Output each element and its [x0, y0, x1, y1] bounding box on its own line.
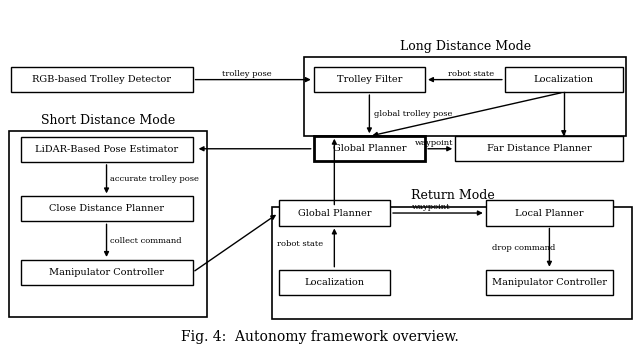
FancyBboxPatch shape — [20, 260, 193, 285]
FancyBboxPatch shape — [486, 200, 613, 226]
Text: Global Planner: Global Planner — [298, 208, 371, 218]
FancyBboxPatch shape — [314, 67, 425, 92]
FancyBboxPatch shape — [11, 67, 193, 92]
Text: Manipulator Controller: Manipulator Controller — [492, 278, 607, 287]
FancyBboxPatch shape — [304, 57, 626, 136]
Text: Far Distance Planner: Far Distance Planner — [486, 144, 591, 153]
FancyBboxPatch shape — [272, 207, 632, 319]
FancyBboxPatch shape — [9, 131, 207, 318]
Text: Close Distance Planner: Close Distance Planner — [49, 204, 164, 213]
Text: waypoint: waypoint — [415, 139, 453, 147]
FancyBboxPatch shape — [278, 200, 390, 226]
Text: Manipulator Controller: Manipulator Controller — [49, 268, 164, 277]
Text: Return Mode: Return Mode — [411, 189, 495, 202]
FancyBboxPatch shape — [314, 136, 425, 161]
FancyBboxPatch shape — [486, 270, 613, 295]
Text: Localization: Localization — [534, 75, 594, 84]
Text: trolley pose: trolley pose — [222, 70, 271, 78]
Text: Global Planner: Global Planner — [333, 144, 406, 153]
FancyBboxPatch shape — [505, 67, 623, 92]
FancyBboxPatch shape — [20, 137, 193, 162]
Text: LiDAR-Based Pose Estimator: LiDAR-Based Pose Estimator — [35, 145, 178, 154]
Text: RGB-based Trolley Detector: RGB-based Trolley Detector — [32, 75, 172, 84]
Text: robot state: robot state — [277, 240, 323, 248]
Text: accurate trolley pose: accurate trolley pose — [109, 175, 198, 183]
Text: global trolley pose: global trolley pose — [374, 110, 453, 118]
Text: Localization: Localization — [305, 278, 364, 287]
Text: Long Distance Mode: Long Distance Mode — [400, 40, 531, 53]
Text: waypoint: waypoint — [412, 203, 451, 211]
Text: robot state: robot state — [448, 70, 495, 78]
FancyBboxPatch shape — [455, 136, 623, 161]
Text: Short Distance Mode: Short Distance Mode — [41, 114, 175, 127]
Text: Local Planner: Local Planner — [515, 208, 584, 218]
Text: Trolley Filter: Trolley Filter — [337, 75, 402, 84]
FancyBboxPatch shape — [278, 270, 390, 295]
Text: Fig. 4:  Autonomy framework overview.: Fig. 4: Autonomy framework overview. — [181, 330, 459, 344]
FancyBboxPatch shape — [20, 196, 193, 221]
Text: drop command: drop command — [492, 244, 556, 252]
Text: collect command: collect command — [109, 237, 181, 245]
